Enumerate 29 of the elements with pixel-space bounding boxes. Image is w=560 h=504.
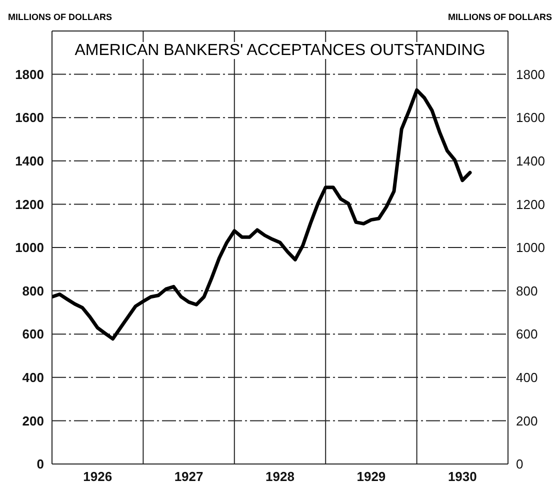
y2-tick-label: 200 <box>516 413 538 428</box>
y2-tick-label: 1200 <box>516 196 545 212</box>
y2-tick-label: 0 <box>516 456 524 472</box>
y-tick-label: 600 <box>22 326 44 342</box>
y2-tick-label: 1600 <box>516 110 545 126</box>
y-tick-label: 1000 <box>15 240 44 256</box>
x-tick-label: 1929 <box>356 469 386 484</box>
x-tick-label: 1928 <box>266 469 294 484</box>
y-tick-label: 1800 <box>15 66 44 82</box>
y-tick-label: 800 <box>22 283 44 298</box>
text: AMERICAN BANKERS' ACCEPTANCES OUTSTANDING <box>70 42 490 59</box>
y2-axis-title: MILLIONS OF DOLLARS <box>448 12 552 22</box>
line-series <box>52 88 472 341</box>
y-tick-label: 0 <box>36 456 44 472</box>
y-tick-label: 1200 <box>15 196 44 212</box>
y2-tick-label: 400 <box>516 370 538 386</box>
y-tick-label: 400 <box>22 370 44 386</box>
x-tick-label: 1927 <box>174 469 204 484</box>
y-tick-label: 200 <box>22 413 44 428</box>
y-tick-label: 1400 <box>15 154 44 169</box>
y2-tick-label: 600 <box>516 326 538 342</box>
y-axis-title: MILLIONS OF DOLLARS <box>8 12 112 22</box>
y2-tick-label: 1800 <box>516 66 545 82</box>
x-tick-label: 1930 <box>448 469 477 484</box>
y2-tick-label: 1000 <box>516 240 545 256</box>
y2-tick-label: 800 <box>516 283 538 298</box>
y-tick-label: 1600 <box>15 110 44 126</box>
y2-tick-label: 1400 <box>516 154 545 169</box>
x-tick-label: 1926 <box>83 469 112 484</box>
